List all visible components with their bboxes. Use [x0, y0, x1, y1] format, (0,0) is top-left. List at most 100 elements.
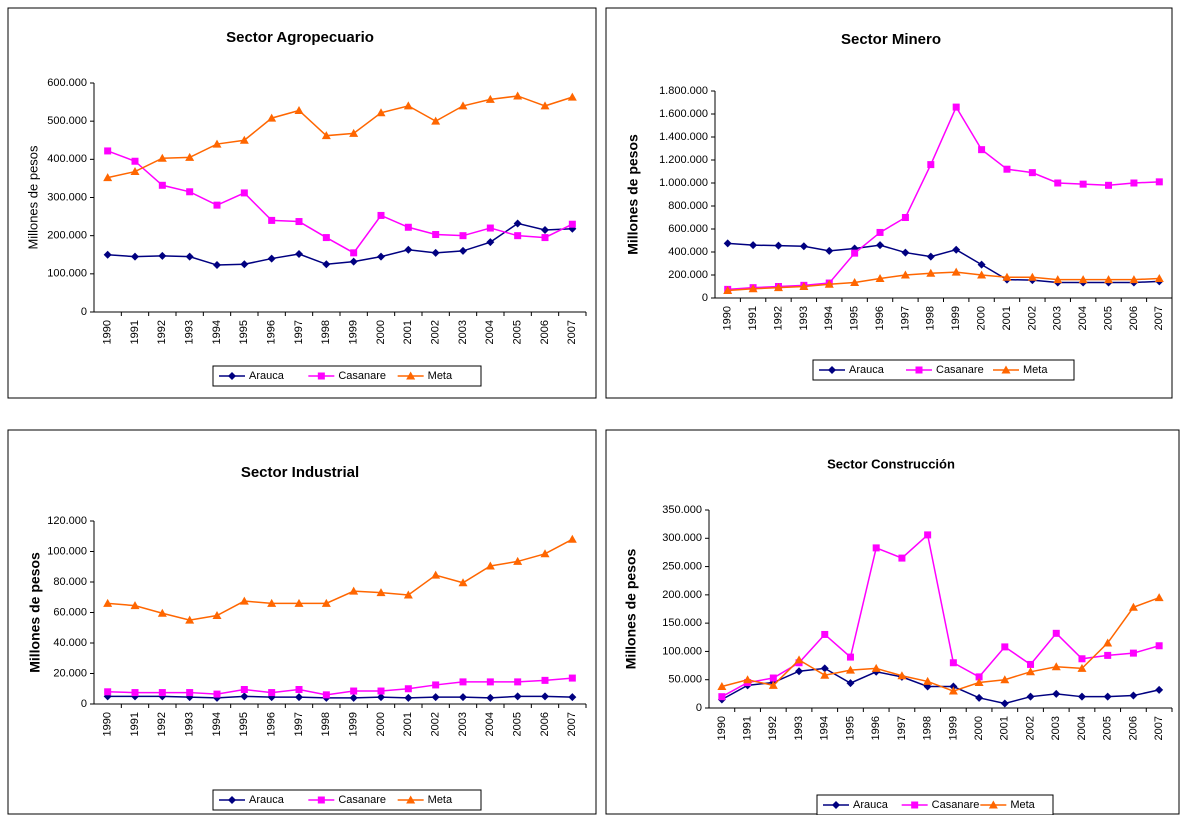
marker [568, 693, 577, 702]
x-tick-label: 2007 [566, 712, 578, 736]
marker [1155, 685, 1164, 694]
marker [513, 91, 523, 100]
panel-border [605, 429, 1180, 815]
marker [872, 544, 880, 552]
marker [376, 588, 386, 597]
x-tick-label: 1992 [767, 716, 779, 740]
x-tick-label: 2004 [1076, 716, 1088, 740]
x-tick-label: 2002 [430, 712, 442, 736]
marker [431, 248, 440, 257]
marker [514, 232, 522, 240]
marker [948, 686, 958, 695]
marker [459, 693, 467, 702]
marker [431, 116, 441, 125]
y-tick-label: 50.000 [668, 674, 702, 686]
marker [769, 674, 777, 682]
marker [926, 252, 935, 261]
chart-panel: Sector Minero Millones de pesos 0 200.000 40… [605, 7, 1173, 399]
marker [1003, 165, 1011, 173]
marker [158, 181, 166, 189]
legend-label: Meta [428, 794, 453, 806]
marker [1078, 275, 1088, 284]
marker [239, 135, 249, 144]
x-tick-label: 2001 [402, 712, 414, 736]
marker [952, 103, 960, 111]
x-tick-label: 1997 [293, 712, 305, 736]
marker [846, 679, 855, 688]
x-tick-label: 1993 [184, 320, 196, 344]
x-tick-label: 2000 [973, 716, 985, 740]
marker [157, 608, 167, 617]
y-tick-label: 0 [696, 702, 702, 714]
x-tick-label: 1998 [320, 320, 332, 344]
x-tick-label: 1996 [266, 712, 278, 736]
chart-title: Sector Minero [841, 31, 941, 48]
marker [915, 366, 923, 374]
marker [431, 693, 440, 702]
y-tick-label: 500.000 [47, 115, 87, 127]
x-tick-label: 1999 [348, 320, 360, 344]
x-tick-label: 1999 [348, 712, 360, 736]
marker [486, 224, 494, 232]
marker [294, 598, 304, 607]
y-tick-label: 40.000 [53, 637, 87, 649]
marker [432, 231, 440, 239]
legend-label: Casanare [338, 794, 386, 806]
marker [1052, 629, 1060, 637]
marker [186, 689, 194, 697]
x-tick-label: 2007 [1153, 306, 1165, 330]
y-tick-label: 1.600.000 [659, 108, 708, 120]
marker [988, 800, 998, 809]
y-tick-label: 100.000 [47, 545, 87, 557]
marker [131, 689, 139, 697]
x-tick-label: 1997 [896, 716, 908, 740]
marker [228, 372, 236, 380]
marker [717, 682, 727, 691]
marker [876, 241, 885, 250]
marker [268, 216, 276, 224]
marker [185, 152, 195, 161]
marker [1000, 699, 1009, 708]
x-tick-label: 1991 [129, 712, 141, 736]
legend-box [816, 794, 1054, 815]
marker [240, 692, 249, 701]
marker [317, 796, 325, 804]
marker [104, 147, 112, 155]
x-tick-label: 2002 [1024, 716, 1036, 740]
x-tick-label: 2000 [375, 320, 387, 344]
marker [513, 556, 523, 565]
marker [845, 665, 855, 674]
chart-title: Sector Construcción [827, 456, 955, 471]
marker [821, 630, 829, 638]
marker [459, 232, 467, 240]
marker [975, 673, 983, 681]
x-tick-label: 1993 [184, 712, 196, 736]
y-tick-label: 200.000 [668, 269, 708, 281]
legend-box [212, 365, 482, 387]
marker [1051, 662, 1061, 671]
series-line [721, 533, 1160, 698]
marker [130, 601, 140, 610]
marker [911, 801, 919, 809]
marker [975, 693, 984, 702]
marker [104, 688, 112, 696]
marker [927, 161, 935, 169]
marker [513, 219, 522, 228]
legend: Arauca Casanare Meta [816, 794, 1054, 815]
legend-label: Casanare [338, 370, 386, 382]
marker [1002, 272, 1012, 281]
marker [820, 664, 829, 673]
marker [851, 249, 859, 257]
marker [1155, 178, 1163, 186]
chart-panel: Sector Agropecuario Millones de pesos 0 100… [7, 7, 597, 399]
marker [377, 693, 385, 702]
marker [103, 173, 113, 182]
x-tick-label: 2007 [1153, 716, 1165, 740]
marker [1026, 692, 1035, 701]
panel-border [7, 429, 597, 815]
marker [1103, 692, 1112, 701]
chart-panel: Sector Construcción Millones de pesos 0 50.… [605, 429, 1180, 815]
legend-box [212, 789, 482, 811]
legend-label: Casanare [932, 799, 980, 811]
marker [317, 372, 325, 380]
